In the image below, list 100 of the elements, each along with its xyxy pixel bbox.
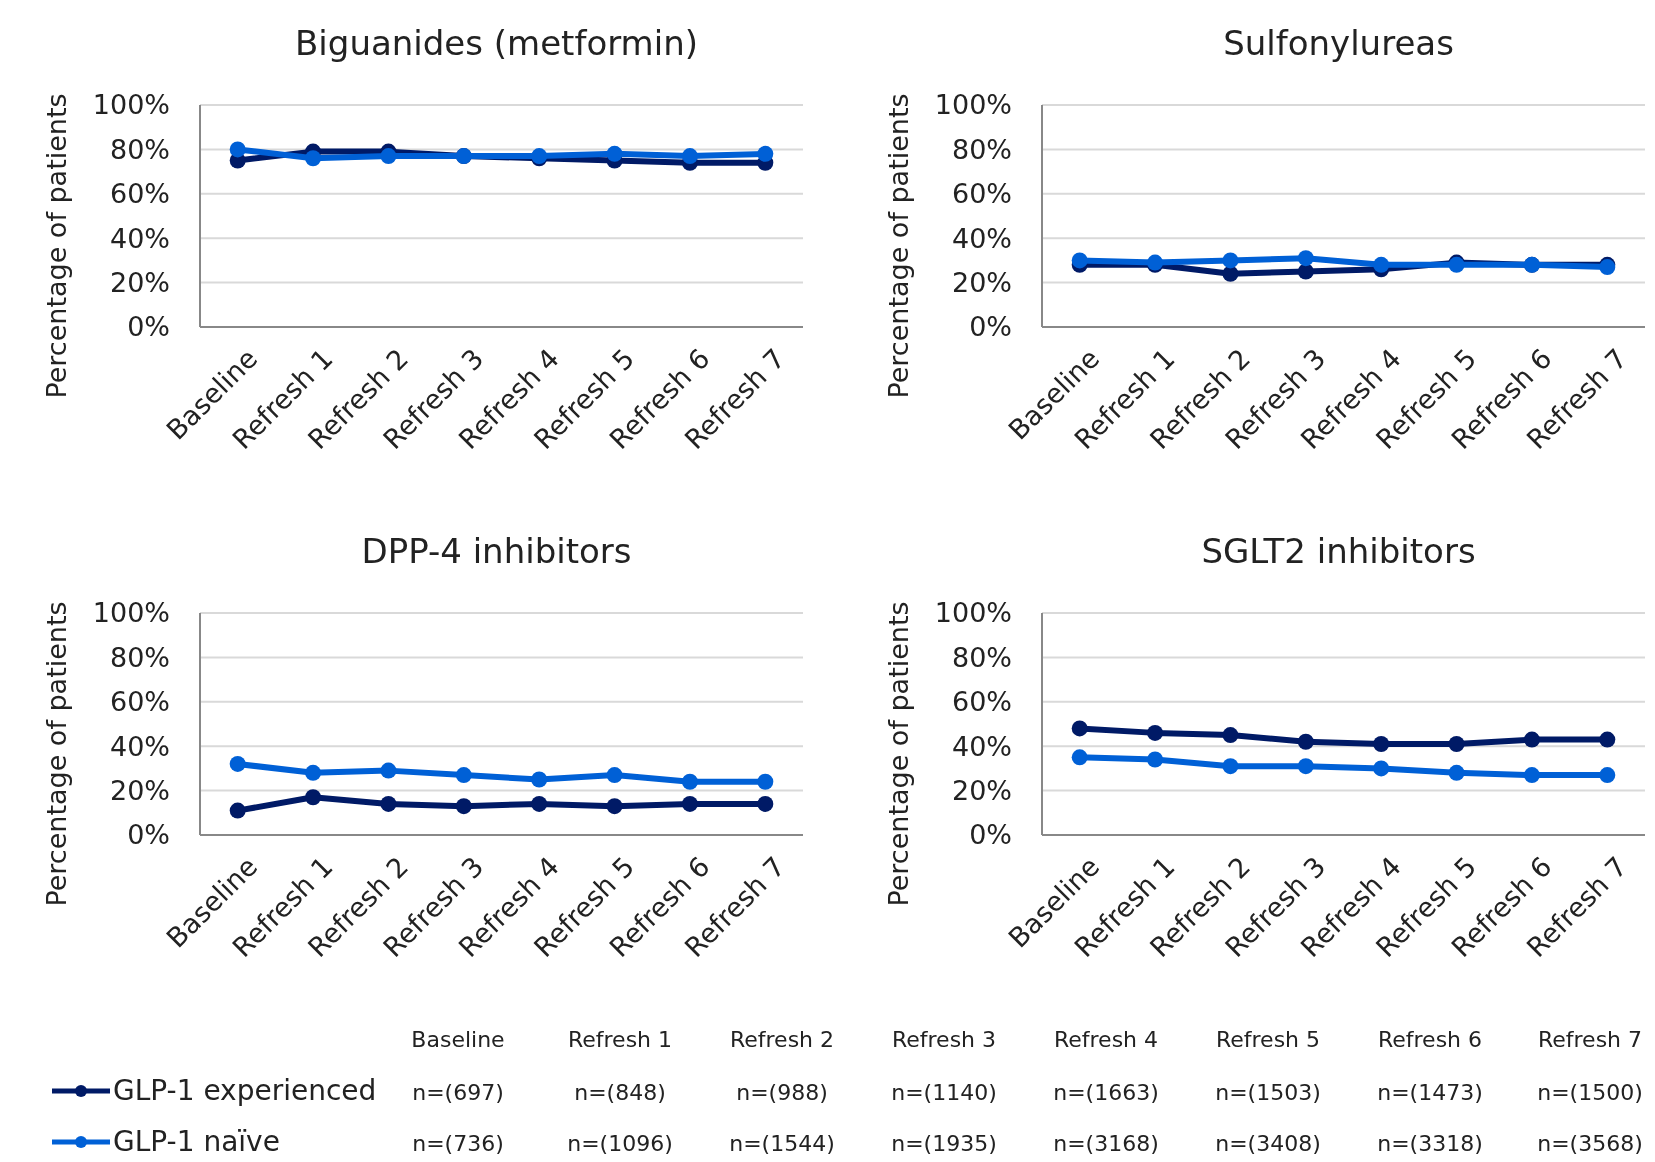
chart-title: DPP-4 inhibitors: [361, 531, 632, 571]
point: [455, 798, 472, 815]
point: [380, 795, 397, 812]
y-tick-label: 40%: [951, 222, 1012, 254]
point: [229, 755, 246, 772]
point: [1448, 764, 1465, 781]
y-tick-label: 40%: [109, 222, 170, 254]
point: [757, 145, 774, 162]
point: [1147, 724, 1164, 741]
y-tick-label: 80%: [951, 133, 1012, 165]
text: n=(3408): [1215, 1131, 1321, 1156]
point: [681, 148, 698, 165]
chart-title: Biguanides (metformin): [295, 23, 698, 63]
point: [1373, 735, 1390, 752]
y-tick-label: 100%: [92, 89, 170, 121]
point: [1222, 727, 1239, 744]
text: n=(3318): [1377, 1131, 1483, 1156]
text: n=(1544): [729, 1131, 835, 1156]
point: [531, 795, 548, 812]
point: [1147, 751, 1164, 768]
text: n=(3168): [1053, 1131, 1159, 1156]
y-tick-label: 0%: [127, 311, 170, 343]
y-tick-label: 60%: [951, 178, 1012, 210]
y-tick-label: 60%: [951, 686, 1012, 718]
text: n=(988): [736, 1080, 828, 1105]
point: [305, 764, 322, 781]
point: [606, 767, 623, 784]
point: [305, 150, 322, 167]
point: [757, 773, 774, 790]
chart-title: SGLT2 inhibitors: [1201, 531, 1476, 571]
text: n=(3568): [1537, 1131, 1643, 1156]
point: [681, 773, 698, 790]
point: [1599, 767, 1616, 784]
point: [1523, 731, 1540, 748]
point: [1297, 250, 1314, 267]
y-tick-label: 80%: [951, 641, 1012, 673]
legend-label: GLP-1 naïve: [113, 1125, 280, 1158]
text: n=(697): [412, 1080, 504, 1105]
text: Refresh 3: [891, 1027, 997, 1052]
point: [1222, 265, 1239, 282]
y-tick-label: 80%: [109, 133, 170, 165]
point: [455, 767, 472, 784]
text: n=(1935): [891, 1131, 997, 1156]
point: [1071, 252, 1088, 269]
y-tick-label: 80%: [109, 641, 170, 673]
point: [380, 762, 397, 779]
y-tick-label: 0%: [127, 819, 170, 851]
text: Refresh 1: [567, 1027, 673, 1052]
y-tick-label: 60%: [109, 178, 170, 210]
y-tick-label: 40%: [951, 730, 1012, 762]
text: Refresh 4: [1053, 1027, 1159, 1052]
text: n=(1473): [1377, 1080, 1483, 1105]
text: n=(848): [574, 1080, 666, 1105]
point: [531, 771, 548, 788]
y-tick-label: 20%: [951, 267, 1012, 299]
text: Refresh 2: [729, 1027, 835, 1052]
point: [1222, 758, 1239, 775]
y-tick-label: 40%: [109, 730, 170, 762]
point: [606, 798, 623, 815]
point: [1222, 252, 1239, 269]
point: [1071, 720, 1088, 737]
point: [1297, 733, 1314, 750]
point: [1599, 731, 1616, 748]
point: [1523, 767, 1540, 784]
chart-title: Sulfonylureas: [1223, 23, 1454, 63]
point: [380, 148, 397, 165]
text: n=(736): [412, 1131, 504, 1156]
text: n=(1096): [567, 1131, 673, 1156]
y-tick-label: 100%: [934, 89, 1012, 121]
point: [1448, 735, 1465, 752]
point: [1373, 760, 1390, 777]
text: Baseline: [411, 1027, 505, 1052]
y-tick-label: 20%: [109, 775, 170, 807]
y-tick-label: 100%: [934, 597, 1012, 629]
point: [681, 795, 698, 812]
point: [757, 795, 774, 812]
text: n=(1503): [1215, 1080, 1321, 1105]
y-tick-label: 0%: [969, 819, 1012, 851]
y-tick-label: 20%: [951, 775, 1012, 807]
legend-label: GLP-1 experienced: [113, 1074, 377, 1107]
y-tick-label: 0%: [969, 311, 1012, 343]
point: [1297, 758, 1314, 775]
text: n=(1663): [1053, 1080, 1159, 1105]
point: [1297, 263, 1314, 280]
point: [229, 141, 246, 158]
point: [229, 802, 246, 819]
text: Refresh 7: [1537, 1027, 1643, 1052]
point: [1373, 256, 1390, 273]
y-axis-title: Percentage of patients: [41, 601, 72, 907]
text: Refresh 6: [1377, 1027, 1483, 1052]
text: Refresh 5: [1215, 1027, 1321, 1052]
y-tick-label: 20%: [109, 267, 170, 299]
text: n=(1500): [1537, 1080, 1643, 1105]
point: [1071, 749, 1088, 766]
y-tick-label: 100%: [92, 597, 170, 629]
y-axis-title: Percentage of patients: [41, 93, 72, 399]
y-axis-title: Percentage of patients: [883, 93, 914, 399]
y-tick-label: 60%: [109, 686, 170, 718]
y-axis-title: Percentage of patients: [883, 601, 914, 907]
text: n=(1140): [891, 1080, 997, 1105]
